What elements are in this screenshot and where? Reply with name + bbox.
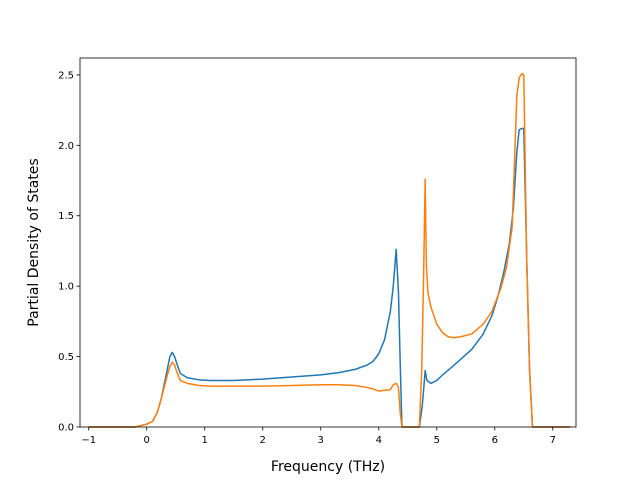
y-tick-label: 2.0 [58, 141, 74, 152]
x-tick-label: 3 [318, 435, 324, 446]
x-tick-label: −1 [81, 435, 96, 446]
y-tick-label: 0.0 [58, 423, 74, 434]
y-ticks: 0.0 0.5 1.0 1.5 2.0 2.5 [58, 70, 80, 434]
y-tick-label: 1.5 [58, 211, 74, 222]
x-ticks: −1 0 1 2 3 4 5 6 7 [81, 427, 556, 446]
x-tick-label: 6 [492, 435, 498, 446]
x-tick-label: 4 [376, 435, 382, 446]
x-tick-label: 0 [144, 435, 150, 446]
series-line-1 [88, 127, 571, 428]
x-tick-label: 2 [260, 435, 266, 446]
y-tick-label: 2.5 [58, 70, 74, 81]
y-tick-label: 1.0 [58, 282, 74, 293]
y-axis-label: Partial Density of States [26, 158, 42, 326]
series-line-2 [88, 72, 571, 428]
x-axis-label: Frequency (THz) [271, 459, 385, 475]
x-tick-label: 7 [550, 435, 556, 446]
series-layer [88, 72, 571, 428]
x-tick-label: 1 [202, 435, 208, 446]
plot-frame [79, 57, 577, 428]
x-tick-label: 5 [434, 435, 440, 446]
y-tick-label: 0.5 [58, 352, 74, 363]
